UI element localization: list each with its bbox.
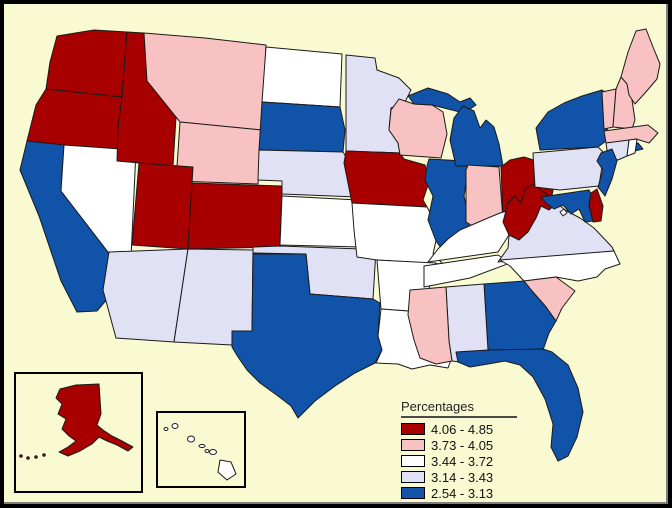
aleutian-island	[19, 454, 23, 458]
legend-swatch-class-5	[401, 487, 425, 499]
state-CO	[187, 182, 283, 250]
us-choropleth-map	[14, 28, 661, 493]
state-RI	[626, 138, 638, 157]
legend: Percentages 4.06 - 4.85 3.73 - 4.05 3.44…	[394, 399, 517, 501]
legend-divider	[401, 416, 517, 418]
legend-row: 2.54 - 3.13	[401, 485, 517, 501]
legend-row: 3.73 - 4.05	[401, 437, 517, 453]
state-NJ	[596, 148, 618, 197]
hawaii-inset-box	[156, 411, 246, 488]
state-AZ	[102, 248, 189, 343]
alaska-inset-box	[14, 372, 143, 493]
legend-swatch-class-1	[401, 423, 425, 435]
state-DC	[559, 208, 568, 217]
state-KS	[279, 195, 362, 248]
state-KY	[427, 210, 510, 263]
state-SD	[258, 101, 346, 153]
hawaii-island-big-island	[217, 459, 237, 481]
state-AK	[55, 383, 134, 457]
aleutian-island	[42, 453, 46, 457]
state-WI	[388, 98, 448, 159]
state-MI-upper-peninsula	[407, 87, 477, 114]
state-OR	[26, 88, 131, 152]
legend-label-class-3: 3.44 - 3.72	[431, 453, 494, 469]
state-WY	[175, 121, 263, 185]
legend-title: Percentages	[401, 399, 474, 414]
legend-label-class-2: 3.73 - 4.05	[431, 437, 494, 453]
legend-label-class-1: 4.06 - 4.85	[431, 421, 494, 437]
legend-swatch-class-4	[401, 471, 425, 483]
state-TN	[423, 254, 511, 288]
state-UT	[131, 162, 194, 250]
hawaii-island-kauai	[171, 423, 179, 429]
legend-row: 4.06 - 4.85	[401, 421, 517, 437]
hawaii-island-oahu	[187, 435, 195, 443]
legend-swatch-class-3	[401, 455, 425, 467]
state-NE	[257, 149, 358, 198]
state-ND	[261, 46, 343, 108]
aleutian-island	[26, 456, 30, 460]
aleutian-island	[34, 455, 38, 459]
legend-label-class-4: 3.14 - 3.43	[431, 469, 494, 485]
legend-row: 3.14 - 3.43	[401, 469, 517, 485]
state-MI-lower-peninsula	[449, 105, 504, 167]
legend-label-class-5: 2.54 - 3.13	[431, 485, 494, 501]
state-PA	[532, 146, 605, 191]
legend-row: 3.44 - 3.72	[401, 453, 517, 469]
hawaii-island-maui	[209, 449, 217, 455]
state-WA	[45, 29, 128, 98]
hawaii-island-molokai	[198, 444, 206, 448]
state-NY	[535, 89, 612, 151]
state-IA	[343, 150, 430, 208]
state-MS	[407, 286, 453, 365]
hawaii-island-lanai	[204, 449, 210, 453]
state-NC	[499, 250, 621, 282]
state-ME	[620, 28, 661, 105]
state-FL	[455, 348, 584, 462]
hawaii-island-niihau	[163, 427, 169, 431]
state-VA	[497, 202, 615, 263]
state-DE	[588, 188, 604, 223]
state-TX	[231, 253, 383, 419]
legend-swatch-class-2	[401, 439, 425, 451]
